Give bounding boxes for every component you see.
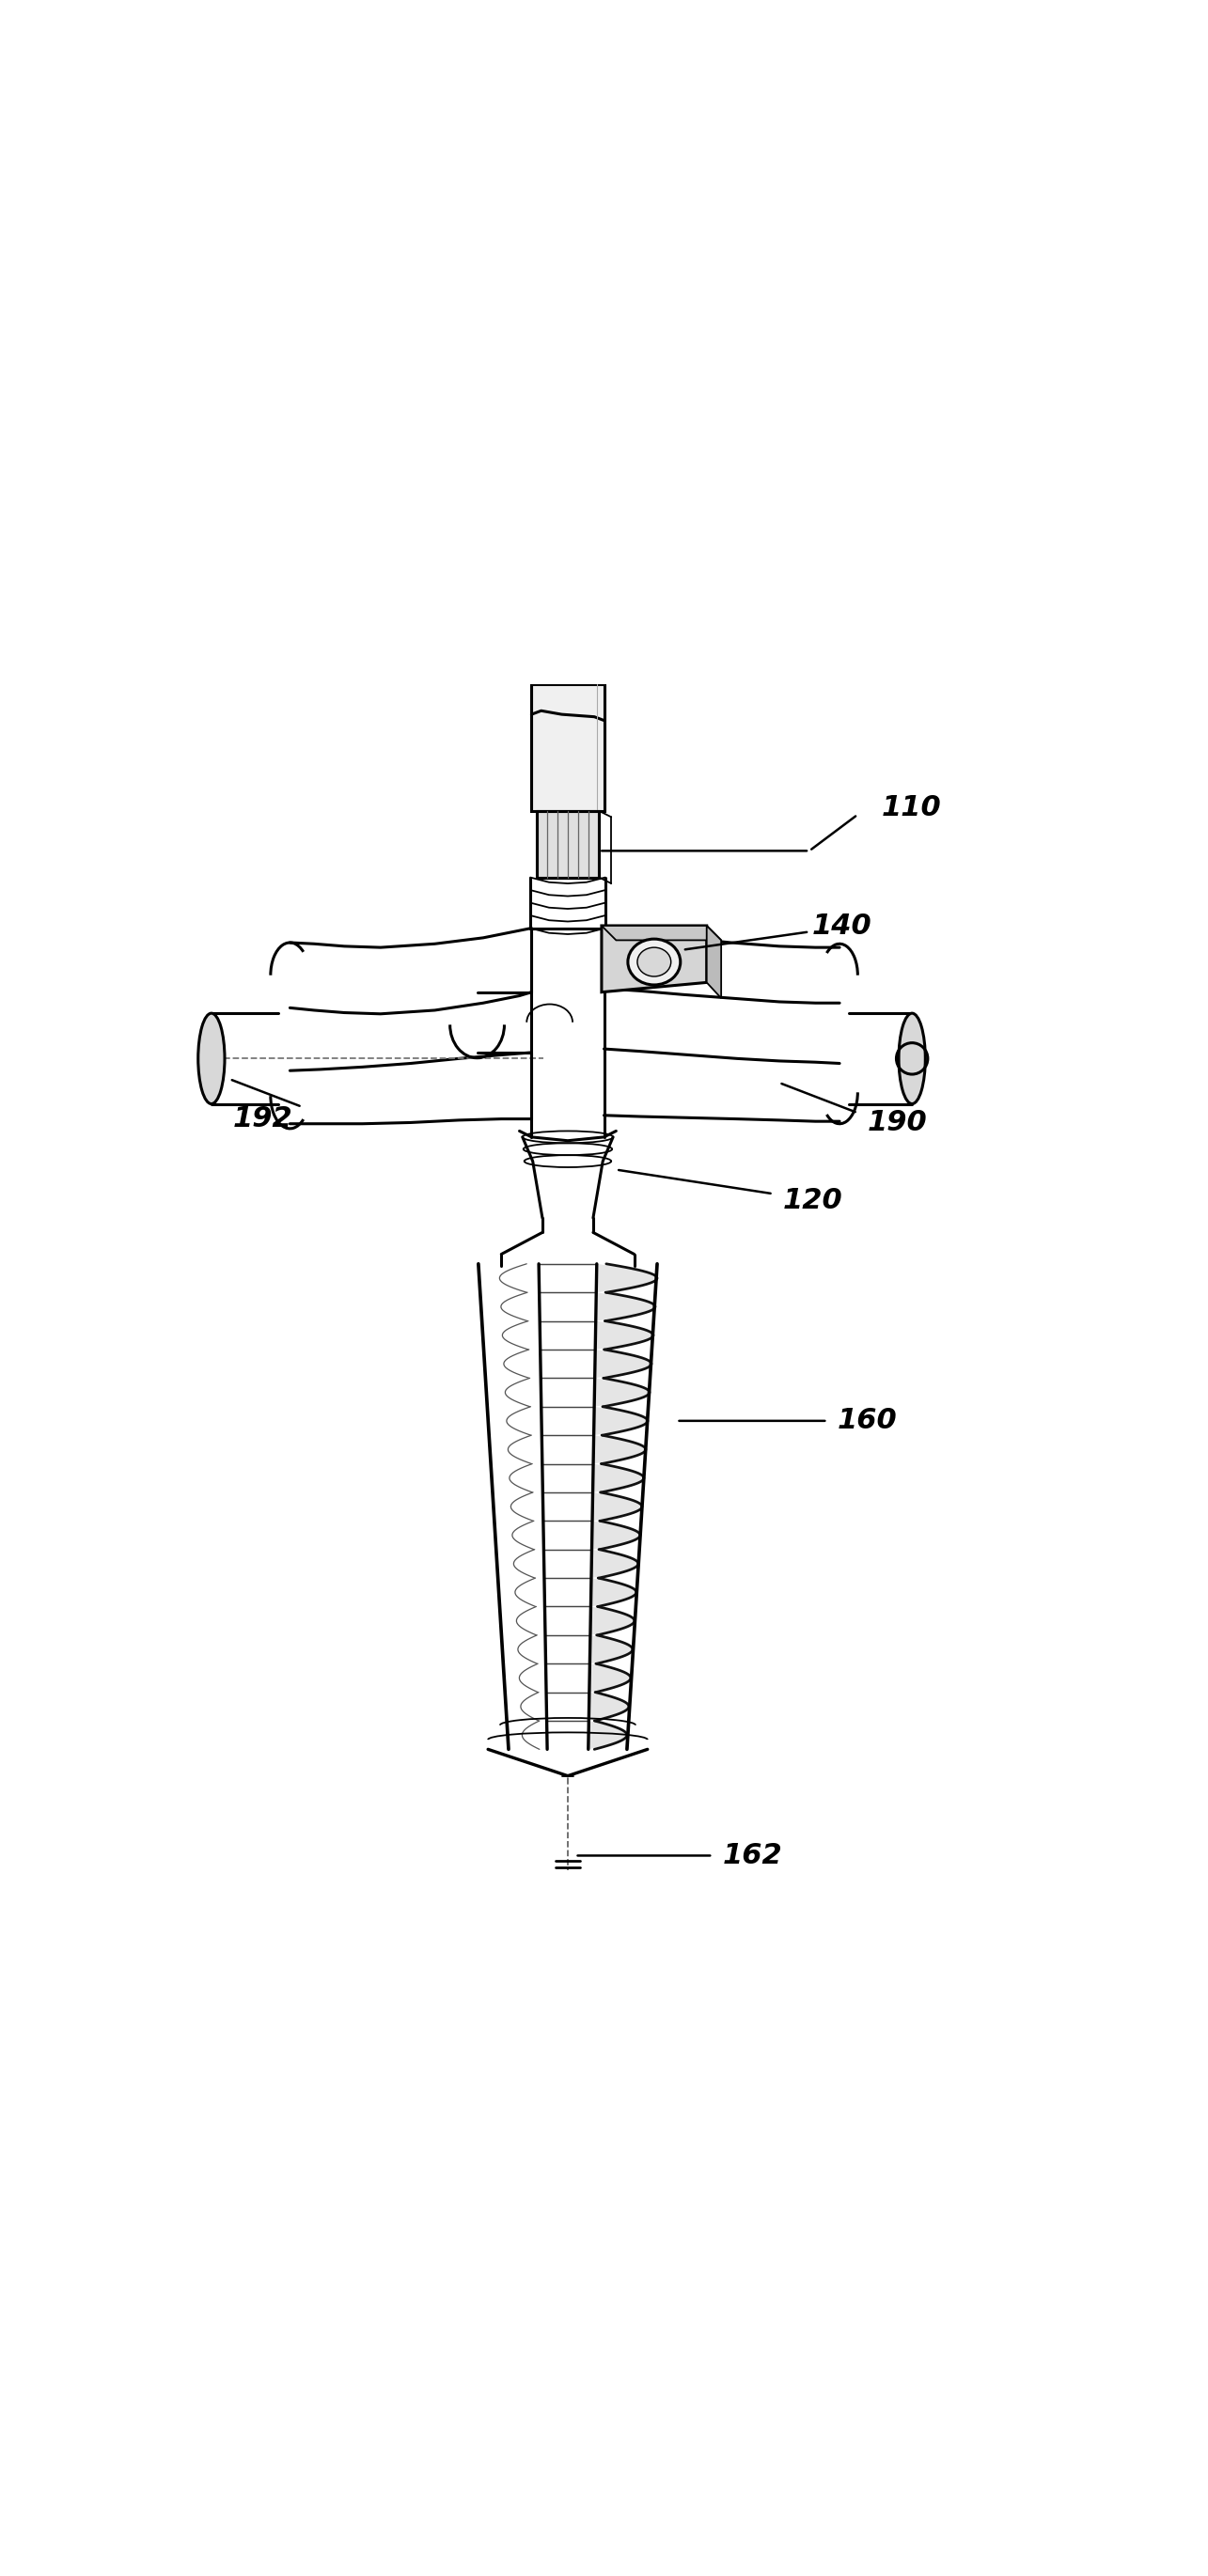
- Polygon shape: [592, 1492, 643, 1520]
- Polygon shape: [594, 1378, 650, 1406]
- Polygon shape: [536, 811, 599, 878]
- Ellipse shape: [198, 1012, 225, 1105]
- Ellipse shape: [899, 1012, 925, 1105]
- Polygon shape: [590, 1636, 633, 1664]
- Polygon shape: [532, 685, 604, 811]
- Ellipse shape: [628, 940, 680, 984]
- Polygon shape: [602, 925, 707, 992]
- Text: 120: 120: [783, 1188, 843, 1216]
- Polygon shape: [588, 1721, 627, 1749]
- Text: 140: 140: [812, 912, 872, 940]
- Text: 192: 192: [232, 1105, 292, 1133]
- Text: 160: 160: [837, 1406, 898, 1435]
- Polygon shape: [588, 1664, 631, 1692]
- Polygon shape: [596, 1293, 655, 1321]
- Polygon shape: [602, 925, 721, 940]
- Ellipse shape: [638, 948, 670, 976]
- Text: 190: 190: [867, 1108, 928, 1136]
- Polygon shape: [593, 1463, 644, 1492]
- Text: 162: 162: [722, 1842, 783, 1870]
- Polygon shape: [588, 1692, 629, 1721]
- Polygon shape: [592, 1520, 640, 1548]
- Polygon shape: [596, 1321, 654, 1350]
- Polygon shape: [593, 1406, 647, 1435]
- Polygon shape: [591, 1579, 637, 1607]
- Polygon shape: [591, 1548, 638, 1579]
- Polygon shape: [593, 1435, 646, 1463]
- Polygon shape: [597, 1265, 657, 1293]
- Polygon shape: [707, 925, 721, 997]
- Polygon shape: [590, 1607, 634, 1636]
- Polygon shape: [594, 1350, 651, 1378]
- Text: 110: 110: [882, 793, 942, 822]
